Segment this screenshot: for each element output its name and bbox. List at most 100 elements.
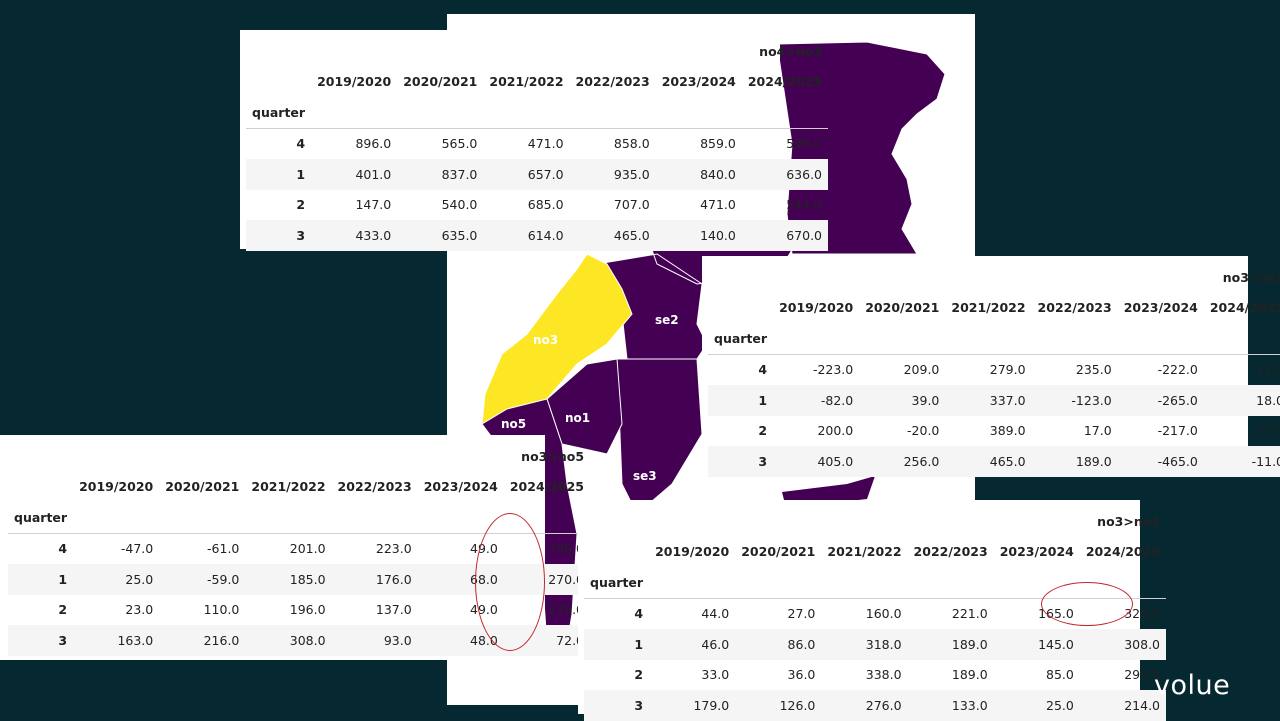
value-cell: 214.0 bbox=[1079, 690, 1167, 721]
data-table: no3>se2 2019/2020 2020/2021 2021/2022 2022/2… bbox=[708, 262, 1280, 477]
value-cell: 896.0 bbox=[355, 136, 392, 152]
empty-cell bbox=[649, 506, 735, 537]
empty-cell bbox=[159, 502, 246, 534]
quarter-cell: 2 bbox=[634, 667, 644, 683]
value-cell: 308.0 bbox=[245, 625, 332, 656]
empty-cell bbox=[735, 567, 822, 599]
value-cell: 46.0 bbox=[649, 629, 736, 660]
empty-cell bbox=[1117, 323, 1204, 355]
empty-cell bbox=[331, 502, 418, 534]
empty-cell bbox=[311, 97, 398, 129]
empty-cell bbox=[821, 506, 907, 537]
empty-cell bbox=[8, 472, 73, 503]
value-cell: -222.0 bbox=[1157, 362, 1198, 378]
value-cell: 935.0 bbox=[569, 159, 656, 190]
empty-cell bbox=[8, 441, 73, 472]
quarter-cell: 4 bbox=[58, 541, 68, 557]
empty-cell bbox=[483, 97, 570, 129]
value-cell: 471.0 bbox=[700, 197, 736, 213]
empty-cell bbox=[246, 36, 311, 67]
index-name-row: quarter bbox=[584, 567, 1167, 599]
empty-cell bbox=[993, 567, 1080, 599]
table-row: 1 46.0 86.0 318.0 189.0 145.0 308.0 bbox=[584, 629, 1167, 660]
value-cell: -123.0 bbox=[1031, 385, 1118, 416]
value-cell: 201.0 bbox=[289, 541, 326, 557]
value-cell: 93.0 bbox=[331, 625, 418, 656]
empty-cell bbox=[332, 441, 418, 472]
index-name-row: quarter bbox=[8, 502, 591, 534]
value-cell: 338.0 bbox=[865, 667, 902, 683]
column-header: 2024/2025 bbox=[509, 479, 585, 495]
empty-cell bbox=[649, 567, 736, 599]
value-cell: 37.0 bbox=[1256, 423, 1280, 439]
value-cell: 163.0 bbox=[73, 625, 160, 656]
value-cell: 276.0 bbox=[821, 690, 908, 721]
column-header-row: 2019/2020 2020/2021 2021/2022 2022/2023 2023… bbox=[8, 472, 590, 503]
value-cell: 471.0 bbox=[527, 136, 564, 152]
value-cell: -82.0 bbox=[773, 385, 860, 416]
value-cell: -217.0 bbox=[1157, 423, 1198, 439]
column-header: 2021/2022 bbox=[827, 544, 902, 560]
data-table: no4>no3 2019/2020 2020/2021 2021/2022 2022/2… bbox=[246, 36, 829, 251]
table-title-row: no3>no1 bbox=[584, 506, 1166, 537]
column-header: 2020/2021 bbox=[741, 544, 816, 560]
column-header: 2021/2022 bbox=[489, 74, 564, 90]
value-cell: 23.0 bbox=[125, 602, 154, 618]
empty-cell bbox=[159, 441, 245, 472]
empty-cell bbox=[945, 323, 1032, 355]
value-cell: 11.0 bbox=[1256, 362, 1280, 378]
empty-cell bbox=[655, 97, 742, 129]
map-label-no3: no3 bbox=[533, 333, 558, 347]
empty-cell bbox=[656, 36, 742, 67]
value-cell: 256.0 bbox=[859, 446, 946, 477]
column-header: 2023/2024 bbox=[423, 479, 498, 495]
column-header: 2023/2024 bbox=[999, 544, 1074, 560]
value-cell: 544.0 bbox=[786, 197, 823, 213]
value-cell: 189.0 bbox=[1031, 446, 1118, 477]
value-cell: 270.0 bbox=[503, 564, 591, 595]
index-name: quarter bbox=[8, 502, 74, 534]
column-header: 2022/2023 bbox=[575, 74, 650, 90]
quarter-cell: 3 bbox=[8, 625, 74, 656]
value-cell: -265.0 bbox=[1117, 385, 1204, 416]
index-name: quarter bbox=[246, 97, 312, 129]
index-name: quarter bbox=[584, 567, 650, 599]
volue-logo: volue bbox=[1154, 670, 1231, 701]
value-cell: 86.0 bbox=[735, 629, 822, 660]
column-header-row: 2019/2020 2020/2021 2021/2022 2022/2023 2023… bbox=[246, 67, 828, 98]
value-cell: 110.0 bbox=[203, 602, 240, 618]
empty-cell bbox=[741, 97, 829, 129]
value-cell: 326.0 bbox=[1124, 606, 1161, 622]
map-label-se3: se3 bbox=[633, 469, 657, 483]
value-cell: 389.0 bbox=[989, 423, 1026, 439]
value-cell: 858.0 bbox=[613, 136, 650, 152]
value-cell: 160.0 bbox=[865, 606, 902, 622]
empty-cell bbox=[773, 262, 859, 293]
data-table: no3>no1 2019/2020 2020/2021 2021/2022 2022/2… bbox=[584, 506, 1167, 721]
table-title: no4>no3 bbox=[759, 43, 823, 59]
value-cell: 540.0 bbox=[441, 197, 478, 213]
value-cell: 17.0 bbox=[1083, 423, 1112, 439]
column-header: 2023/2024 bbox=[1123, 300, 1198, 316]
column-header: 2024/2025 bbox=[1209, 300, 1280, 316]
value-cell: 33.0 bbox=[701, 667, 730, 683]
index-name: quarter bbox=[708, 323, 774, 355]
value-cell: 196.0 bbox=[289, 602, 326, 618]
empty-cell bbox=[994, 506, 1080, 537]
value-cell: -465.0 bbox=[1117, 446, 1204, 477]
value-cell: -61.0 bbox=[207, 541, 240, 557]
column-header: 2022/2023 bbox=[337, 479, 412, 495]
quarter-cell: 4 bbox=[296, 136, 306, 152]
column-header: 2020/2021 bbox=[865, 300, 940, 316]
value-cell: 318.0 bbox=[821, 629, 908, 660]
value-cell: 598.0 bbox=[786, 136, 823, 152]
table-row: 2 23.0 110.0 196.0 137.0 49.0 278.0 bbox=[8, 595, 590, 626]
table-row: 3 179.0 126.0 276.0 133.0 25.0 214.0 bbox=[584, 690, 1167, 721]
value-cell: 189.0 bbox=[907, 629, 994, 660]
value-cell: 279.0 bbox=[989, 362, 1026, 378]
value-cell: 145.0 bbox=[993, 629, 1080, 660]
empty-cell bbox=[1079, 567, 1167, 599]
empty-cell bbox=[1032, 262, 1118, 293]
column-header: 2022/2023 bbox=[1037, 300, 1112, 316]
quarter-cell: 2 bbox=[758, 423, 768, 439]
